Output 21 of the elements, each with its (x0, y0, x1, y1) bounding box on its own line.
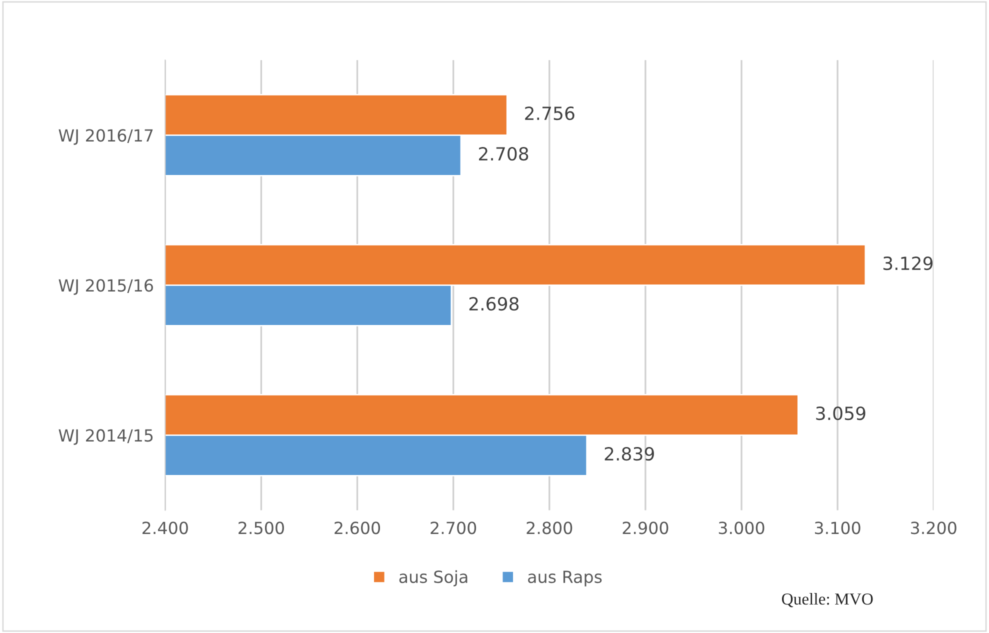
y-tick-label: WJ 2016/17 (58, 129, 153, 145)
data-label: 2.839 (604, 447, 654, 461)
data-label: 3.129 (883, 256, 933, 270)
x-tick-label: 3.200 (911, 522, 956, 534)
x-tick-label: 3.100 (814, 522, 860, 534)
data-label: 2.756 (525, 106, 574, 120)
x-tick-label: 2.400 (142, 522, 188, 534)
y-tick-label: WJ 2014/15 (58, 429, 153, 445)
data-label: 3.059 (816, 406, 866, 420)
x-tick-label: 2.700 (430, 522, 476, 534)
legend-label: aus Raps (528, 570, 602, 586)
legend-label: aus Soja (399, 570, 468, 586)
x-tick-label: 2.500 (238, 522, 284, 534)
y-tick-label: WJ 2015/16 (58, 279, 153, 295)
data-label: 2.708 (479, 146, 528, 161)
source-note: Quelle: MVO (782, 592, 873, 608)
x-tick-label: 2.600 (334, 522, 380, 534)
x-tick-label: 2.800 (526, 522, 572, 534)
data-label: 2.698 (469, 297, 519, 311)
x-tick-label: 3.000 (718, 522, 764, 534)
x-tick-label: 2.900 (622, 522, 668, 534)
